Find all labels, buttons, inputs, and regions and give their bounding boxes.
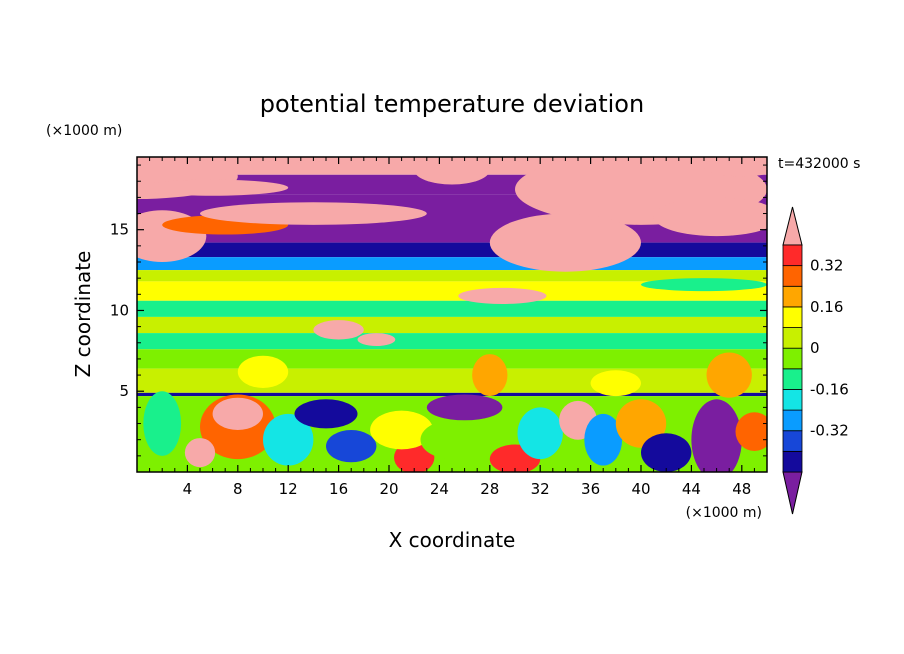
y-tick-label-5: 5 bbox=[119, 382, 129, 400]
time-label: t=432000 s bbox=[778, 156, 860, 172]
x-tick-label-44: 44 bbox=[682, 480, 701, 498]
contour-band-10 bbox=[137, 349, 767, 369]
colorbar-label-4: 0.32 bbox=[810, 257, 843, 275]
contour-blob-27 bbox=[420, 420, 484, 460]
contour-blob-25 bbox=[370, 410, 434, 450]
contour-blob-33 bbox=[641, 433, 692, 472]
contour-blob-17 bbox=[590, 370, 641, 397]
contour-blob-8 bbox=[489, 213, 641, 272]
x-tick-label-12: 12 bbox=[279, 480, 298, 498]
contour-blob-22 bbox=[294, 399, 358, 429]
colorbar-label-1: -0.16 bbox=[810, 380, 849, 398]
contour-blob-26 bbox=[426, 394, 503, 421]
x-tick-label-40: 40 bbox=[631, 480, 650, 498]
contour-band-6 bbox=[137, 281, 767, 301]
contour-blob-16 bbox=[237, 355, 289, 388]
contour-band-7 bbox=[137, 300, 767, 317]
contour-band-4 bbox=[137, 257, 767, 271]
contour-band-9 bbox=[137, 333, 767, 350]
contour-blob-4 bbox=[200, 202, 427, 225]
colorbar-box-1 bbox=[782, 450, 803, 473]
x-tick-label-24: 24 bbox=[430, 480, 449, 498]
y-unit-label: (×1000 m) bbox=[46, 123, 122, 139]
y-tick-label-10: 10 bbox=[110, 301, 129, 319]
contour-blob-29 bbox=[517, 407, 563, 460]
contour-blob-23 bbox=[326, 430, 377, 463]
colorbar-box-3 bbox=[782, 409, 803, 432]
contour-band-3 bbox=[137, 242, 767, 258]
colorbar-extend-top bbox=[782, 206, 803, 246]
colorbar-label-2: 0 bbox=[810, 339, 820, 357]
colorbar-box-11 bbox=[782, 244, 803, 267]
contour-blob-35 bbox=[735, 412, 767, 451]
y-axis-title: Z coordinate bbox=[71, 251, 95, 378]
contour-band-8 bbox=[137, 316, 767, 334]
x-tick-label-4: 4 bbox=[183, 480, 193, 498]
x-tick-label-8: 8 bbox=[233, 480, 243, 498]
contour-band-5 bbox=[137, 270, 767, 282]
x-tick-label-16: 16 bbox=[329, 480, 348, 498]
x-tick-label-28: 28 bbox=[480, 480, 499, 498]
contour-blob-12 bbox=[313, 320, 364, 340]
contour-blob-20 bbox=[184, 438, 216, 468]
contour-blob-21 bbox=[263, 413, 314, 466]
colorbar-box-4 bbox=[782, 389, 803, 411]
colorbar: -0.32 -0.16 0 0.16 0.32 bbox=[782, 206, 849, 515]
colorbar-box-9 bbox=[782, 285, 803, 308]
contour-blob-34 bbox=[691, 399, 742, 472]
contour-blob-32 bbox=[615, 399, 667, 448]
colorbar-box-6 bbox=[782, 347, 803, 370]
chart-title: potential temperature deviation bbox=[260, 90, 644, 118]
colorbar-box-5 bbox=[782, 368, 803, 390]
contour-blob-19 bbox=[212, 397, 263, 430]
contour-blob-11 bbox=[458, 287, 547, 304]
contour-blob-7 bbox=[653, 197, 767, 237]
contour-blob-9 bbox=[704, 157, 767, 177]
x-tick-label-36: 36 bbox=[581, 480, 600, 498]
colorbar-label-0: -0.32 bbox=[810, 422, 849, 440]
colorbar-box-8 bbox=[782, 306, 803, 328]
x-tick-label-32: 32 bbox=[531, 480, 550, 498]
colorbar-box-2 bbox=[782, 430, 803, 452]
x-axis-title: X coordinate bbox=[389, 528, 516, 552]
colorbar-extend-bottom bbox=[782, 471, 803, 515]
contour-band-12 bbox=[137, 392, 767, 397]
contour-blob-5 bbox=[414, 157, 490, 185]
colorbar-box-10 bbox=[782, 265, 803, 287]
y-ticks: 5 10 15 bbox=[110, 164, 767, 457]
colorbar-box-7 bbox=[782, 327, 803, 349]
x-unit-label: (×1000 m) bbox=[686, 505, 762, 521]
contour-blob-1 bbox=[137, 179, 289, 196]
contour-blob-13 bbox=[357, 333, 396, 346]
y-tick-label-15: 15 bbox=[110, 221, 129, 239]
x-tick-label-48: 48 bbox=[732, 480, 751, 498]
contour-blob-36 bbox=[143, 391, 182, 456]
contour-blob-14 bbox=[472, 354, 508, 397]
contour-blob-15 bbox=[706, 352, 752, 398]
colorbar-label-3: 0.16 bbox=[810, 298, 843, 316]
contour-field bbox=[137, 157, 767, 472]
contour-band-11 bbox=[137, 368, 767, 393]
contour-blob-10 bbox=[641, 278, 767, 292]
contour-blob-31 bbox=[584, 413, 623, 466]
x-ticks: 4 8 12 16 20 24 28 32 36 40 44 48 bbox=[149, 157, 755, 498]
x-tick-label-20: 20 bbox=[379, 480, 398, 498]
